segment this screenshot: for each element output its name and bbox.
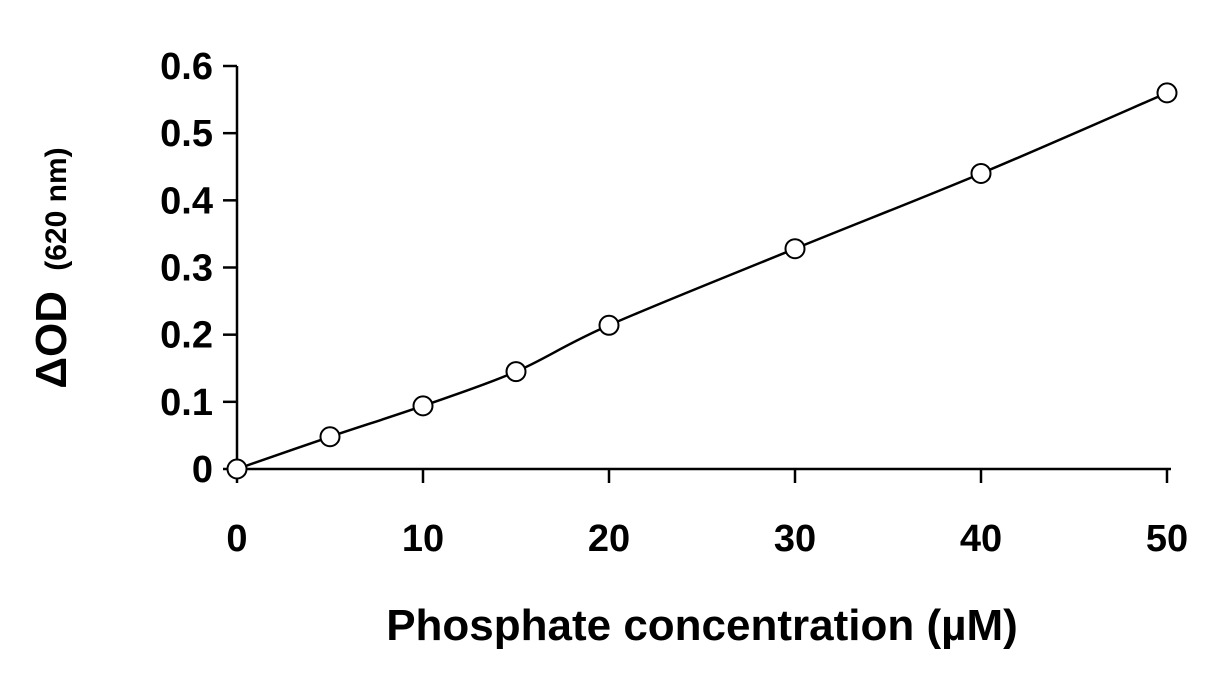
y-axis-title-main: ΔOD <box>27 291 76 389</box>
data-point <box>784 238 806 260</box>
x-tick-label: 50 <box>1146 518 1188 560</box>
data-points <box>226 82 1178 480</box>
data-point <box>1156 82 1178 104</box>
plot-area: 0 0.1 0.2 0.3 0.4 0.5 0.6 0 10 20 30 40 50 <box>160 46 1188 560</box>
x-tick-label: 30 <box>774 518 816 560</box>
x-axis-title: Phosphate concentration (µM) <box>386 601 1018 650</box>
y-tick-label: 0.6 <box>160 46 213 88</box>
data-point <box>970 162 992 184</box>
y-tick-label: 0 <box>192 449 213 491</box>
y-axis-title: ΔOD (620 nm) <box>27 147 76 388</box>
x-tick-label: 40 <box>960 518 1002 560</box>
y-axis-ticks: 0 0.1 0.2 0.3 0.4 0.5 0.6 <box>160 46 237 491</box>
x-tick-label: 10 <box>402 518 444 560</box>
data-point <box>505 361 527 383</box>
data-point <box>598 314 620 336</box>
y-tick-label: 0.4 <box>160 180 213 222</box>
x-tick-label: 20 <box>588 518 630 560</box>
y-tick-label: 0.5 <box>160 113 213 155</box>
y-tick-label: 0.1 <box>160 382 213 424</box>
data-point <box>412 395 434 417</box>
data-point <box>226 458 248 480</box>
fit-line <box>236 91 1168 471</box>
y-axis-title-unit: (620 nm) <box>40 147 73 270</box>
y-tick-label: 0.2 <box>160 315 213 357</box>
y-tick-label: 0.3 <box>160 248 213 290</box>
x-axis-ticks: 0 10 20 30 40 50 <box>226 469 1188 560</box>
data-point <box>319 426 341 448</box>
x-tick-label: 0 <box>226 518 247 560</box>
